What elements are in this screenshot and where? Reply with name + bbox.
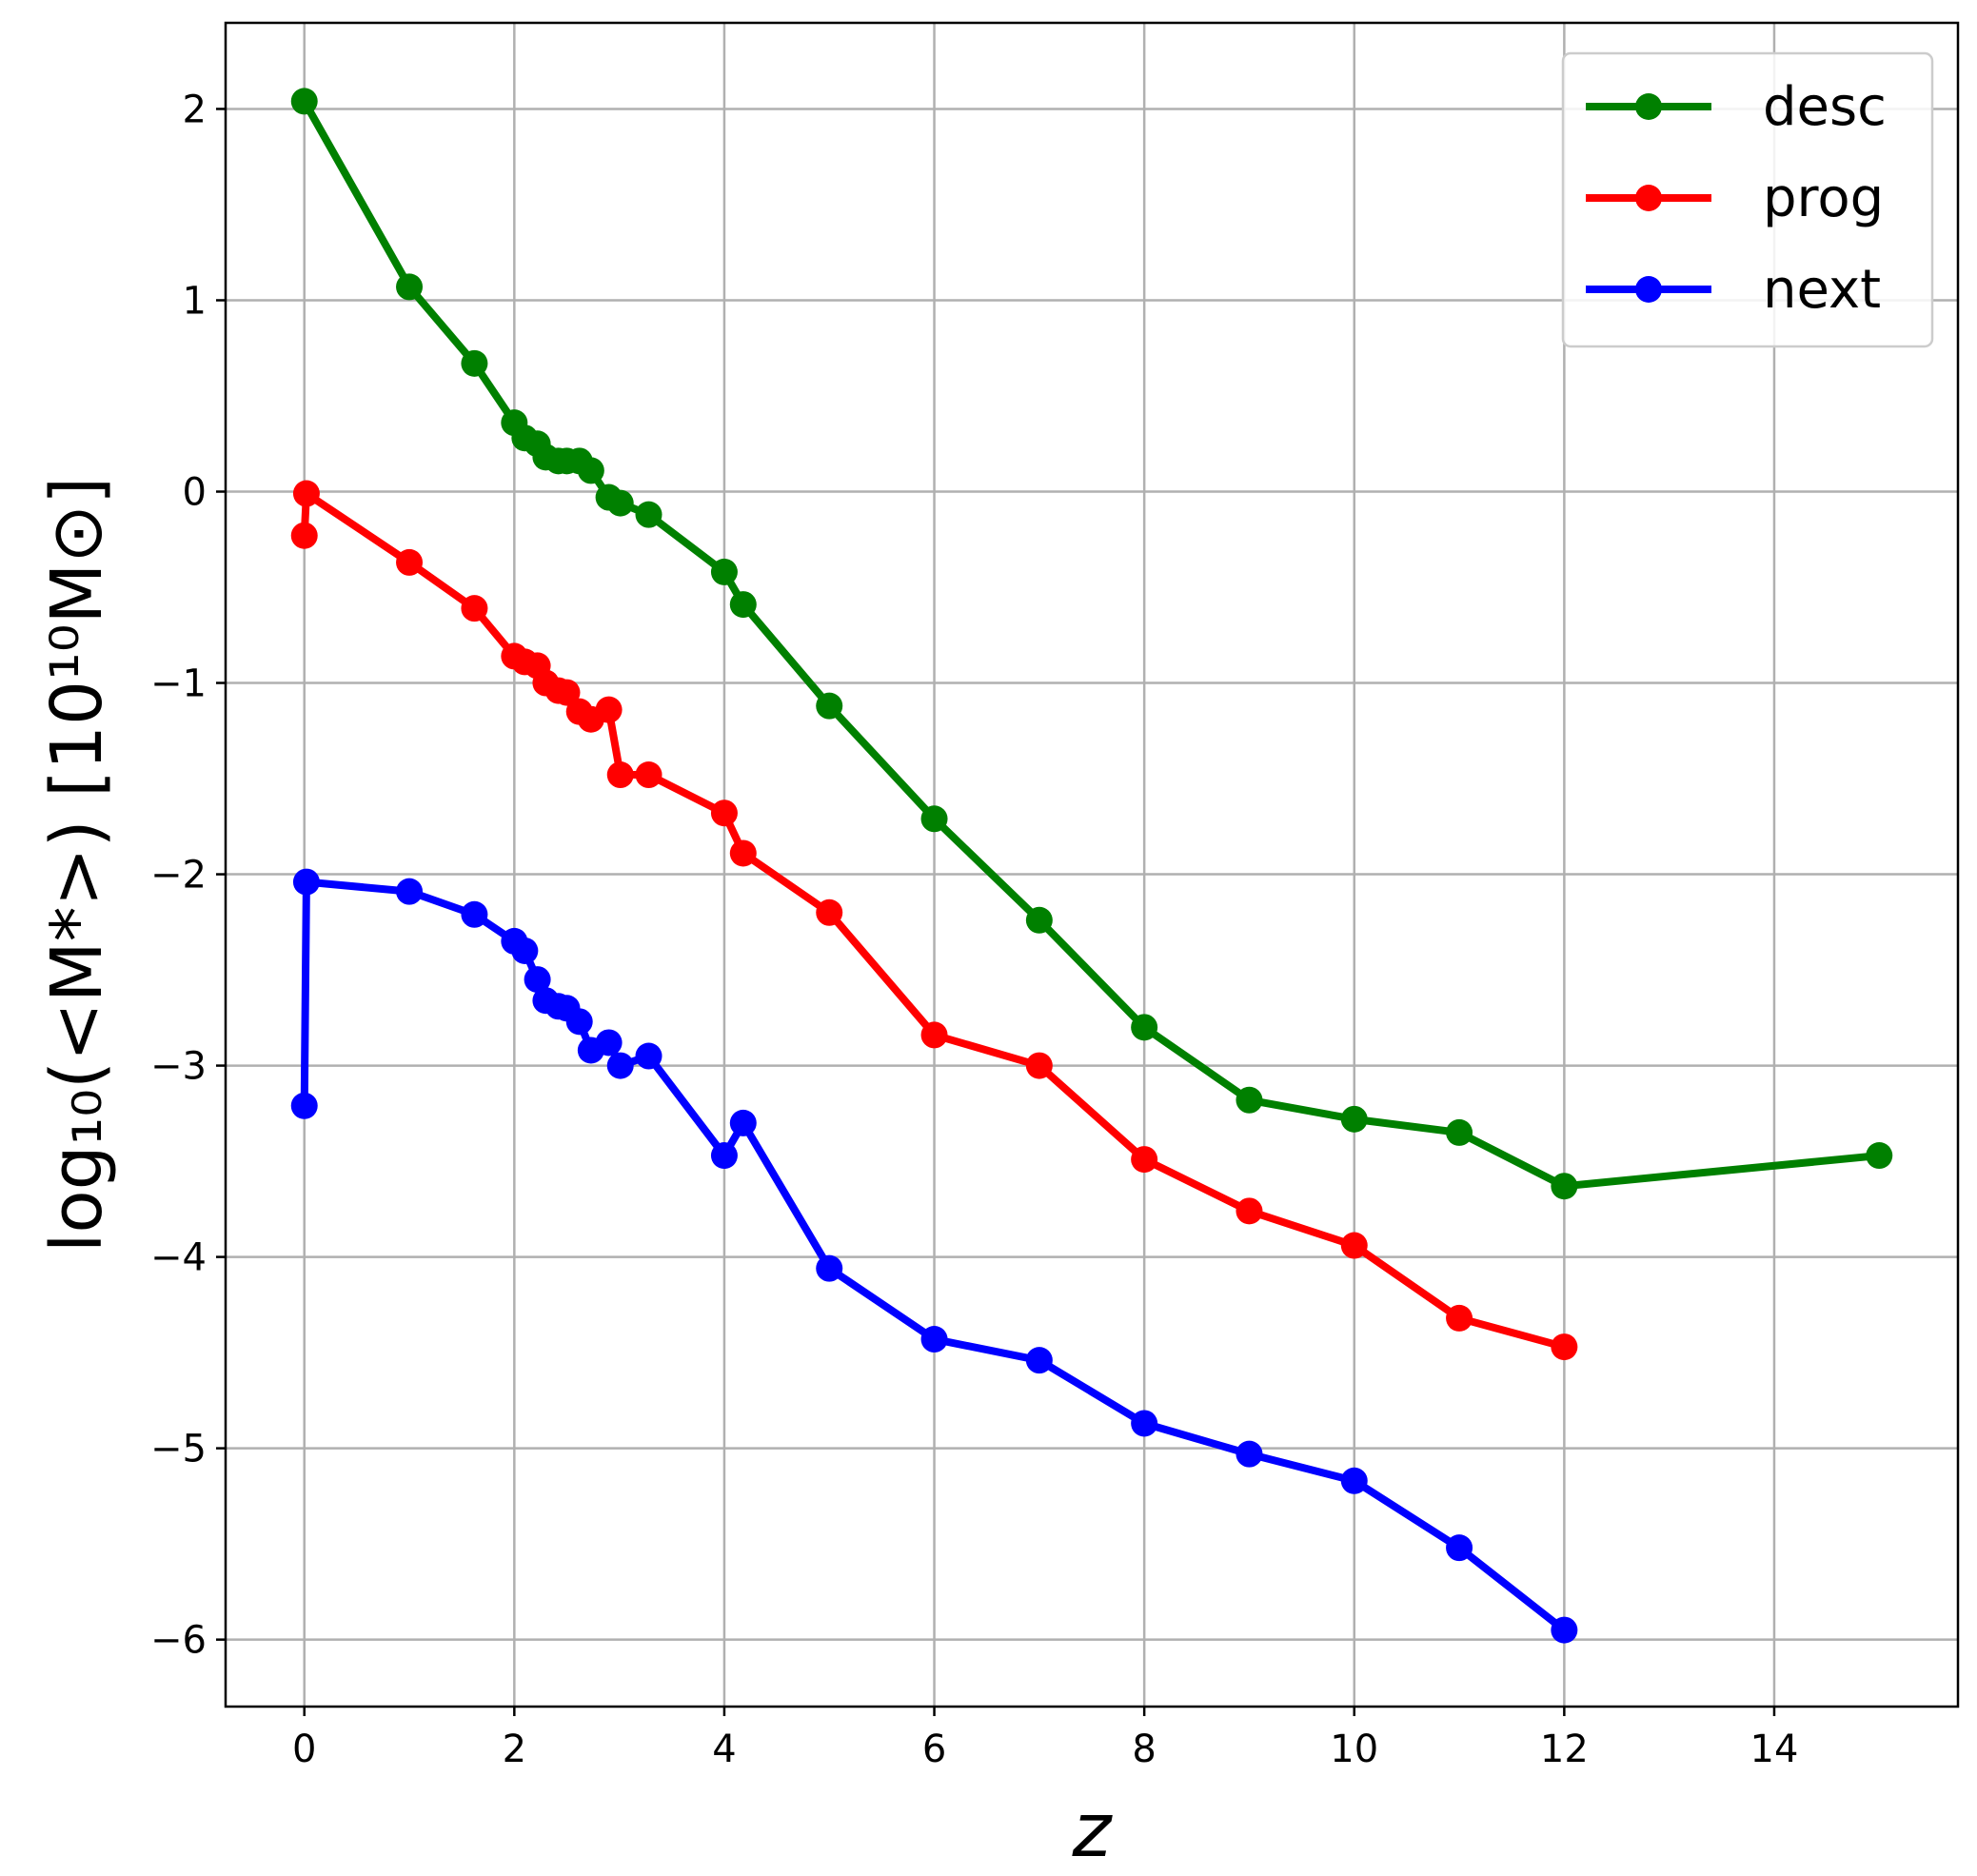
y-tick-label: 2 — [183, 88, 207, 131]
data-point-next — [290, 1092, 318, 1119]
x-tick-label: 8 — [1132, 1728, 1156, 1771]
data-point-desc — [606, 489, 634, 517]
legend-label-prog: prog — [1763, 168, 1884, 229]
data-point-prog — [729, 839, 757, 867]
data-point-prog — [816, 899, 843, 926]
data-point-next — [1551, 1616, 1578, 1644]
legend-marker-next — [1635, 276, 1662, 303]
legend-marker-prog — [1635, 185, 1662, 211]
data-point-prog — [1131, 1146, 1158, 1174]
data-point-desc — [1866, 1142, 1893, 1170]
legend-marker-desc — [1635, 93, 1662, 120]
data-point-next — [729, 1109, 757, 1136]
data-point-next — [606, 1052, 634, 1079]
plot-frame — [224, 21, 1960, 1708]
data-point-prog — [290, 522, 318, 549]
data-point-desc — [396, 273, 424, 301]
data-point-next — [1446, 1534, 1473, 1562]
legend: desc prog next — [1561, 51, 1934, 348]
data-point-next — [710, 1142, 738, 1170]
data-point-next — [1131, 1410, 1158, 1437]
data-point-prog — [635, 761, 662, 789]
data-point-next — [292, 868, 320, 896]
data-point-next — [816, 1254, 843, 1282]
data-point-prog — [1446, 1304, 1473, 1332]
data-point-desc — [635, 501, 662, 528]
data-point-next — [565, 1008, 593, 1036]
data-point-desc — [1131, 1014, 1158, 1041]
data-point-desc — [290, 88, 318, 115]
data-point-prog — [396, 548, 424, 576]
x-tick-label: 6 — [922, 1728, 946, 1771]
data-point-desc — [577, 457, 604, 484]
data-point-desc — [1025, 906, 1053, 934]
y-tick-label: −4 — [150, 1236, 207, 1280]
data-point-next — [511, 937, 539, 964]
data-point-desc — [461, 349, 488, 377]
data-point-desc — [1236, 1086, 1263, 1114]
data-point-prog — [606, 761, 634, 789]
data-point-prog — [553, 679, 581, 706]
data-point-prog — [1340, 1232, 1368, 1259]
x-tick-label: 4 — [712, 1728, 736, 1771]
data-point-next — [396, 878, 424, 905]
series-layer — [290, 88, 1893, 1644]
x-tick-label: 0 — [292, 1728, 316, 1771]
x-tick-label: 2 — [503, 1728, 526, 1771]
data-point-prog — [1236, 1197, 1263, 1225]
x-tick-label: 14 — [1750, 1728, 1799, 1771]
data-point-next — [461, 900, 488, 928]
y-axis-label: log₁₀(<M*>) [10¹⁰M⊙] — [36, 477, 118, 1253]
x-tick-label: 10 — [1330, 1728, 1378, 1771]
data-point-prog — [1551, 1333, 1578, 1361]
legend-label-desc: desc — [1763, 76, 1887, 138]
y-tick-label: −5 — [150, 1428, 207, 1471]
data-point-prog — [461, 595, 488, 622]
legend-label-next: next — [1763, 259, 1881, 321]
data-point-desc — [816, 692, 843, 720]
data-point-desc — [1446, 1118, 1473, 1146]
data-point-desc — [1340, 1105, 1368, 1133]
data-point-next — [635, 1042, 662, 1070]
data-point-prog — [292, 480, 320, 507]
y-tick-label: −2 — [150, 854, 207, 898]
data-point-prog — [595, 696, 623, 723]
x-axis-label: z — [1072, 1788, 1114, 1874]
y-tick-label: 1 — [183, 279, 207, 323]
data-point-desc — [710, 558, 738, 585]
data-point-desc — [1551, 1173, 1578, 1200]
data-point-next — [1340, 1467, 1368, 1494]
data-point-next — [920, 1326, 948, 1353]
data-point-desc — [729, 591, 757, 619]
legend-box — [1561, 51, 1934, 348]
y-tick-label: 0 — [183, 471, 207, 515]
y-tick-label: −6 — [150, 1619, 207, 1663]
data-point-next — [1236, 1440, 1263, 1468]
x-tick-label: 12 — [1540, 1728, 1589, 1771]
data-point-prog — [710, 800, 738, 827]
y-tick-label: −3 — [150, 1045, 207, 1089]
data-point-prog — [920, 1021, 948, 1049]
data-point-next — [524, 966, 551, 994]
y-tick-label: −1 — [150, 662, 207, 706]
data-point-desc — [920, 805, 948, 833]
data-point-prog — [1025, 1052, 1053, 1079]
data-point-next — [1025, 1347, 1053, 1374]
data-point-next — [595, 1029, 623, 1056]
